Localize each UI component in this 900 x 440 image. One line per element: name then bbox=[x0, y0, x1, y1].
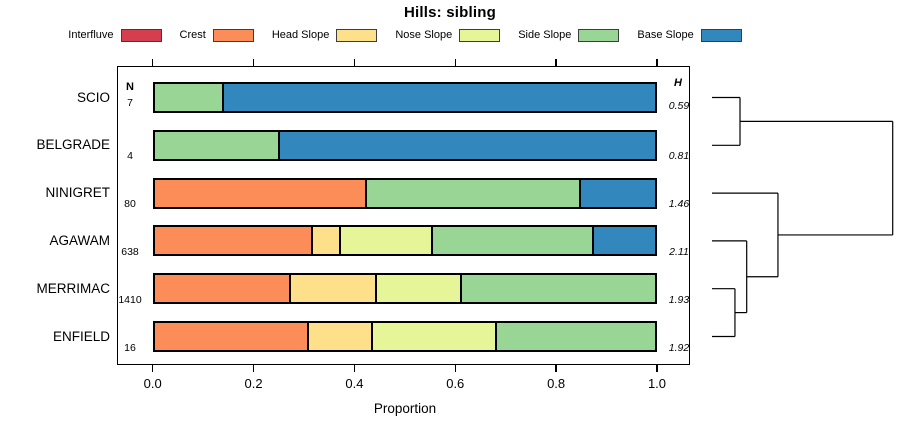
h-value: 1.93 bbox=[668, 293, 690, 306]
row-label-agawam: AGAWAM bbox=[49, 232, 111, 248]
x-axis-tick-label: 0.8 bbox=[547, 376, 566, 391]
bar-segment-head-slope bbox=[310, 225, 342, 257]
h-value: 0.81 bbox=[668, 150, 690, 163]
x-axis-tick-top bbox=[454, 59, 457, 66]
bar-segment-side-slope bbox=[495, 321, 657, 352]
legend-item: Head Slope bbox=[271, 28, 378, 42]
x-axis-tick-top bbox=[555, 59, 557, 66]
n-value: 638 bbox=[121, 245, 139, 258]
legend-item: Base Slope bbox=[637, 28, 742, 42]
bar-segment-crest bbox=[152, 177, 367, 209]
row-label-enfield: ENFIELD bbox=[52, 328, 110, 344]
legend-item: Nose Slope bbox=[395, 28, 501, 42]
row-label-ninigret: NINIGRET bbox=[45, 185, 110, 201]
n-value: 1410 bbox=[118, 293, 142, 306]
bar-segment-crest bbox=[152, 321, 310, 352]
legend-label: Side Slope bbox=[518, 29, 572, 41]
row-label-scio: SCIO bbox=[76, 89, 110, 105]
bar-segment-crest bbox=[152, 273, 291, 305]
legend-label: Head Slope bbox=[271, 29, 330, 41]
n-value: 7 bbox=[127, 96, 133, 109]
bar-segment-base-slope bbox=[578, 177, 657, 209]
row-label-belgrade: BELGRADE bbox=[36, 137, 110, 153]
plot-area-border bbox=[117, 66, 690, 365]
x-axis-title: Proportion bbox=[373, 401, 437, 416]
x-axis-tick-label: 0.2 bbox=[244, 376, 263, 391]
bar-segment-nose-slope bbox=[370, 321, 498, 352]
bar-segment-side-slope bbox=[459, 273, 657, 305]
legend-label: Interfluve bbox=[68, 29, 114, 41]
legend: Interfluve Crest Head Slope Nose Slope Side … bbox=[0, 26, 810, 44]
x-axis-tick-bottom bbox=[454, 365, 457, 372]
h-value: 1.46 bbox=[668, 198, 690, 211]
legend-swatch-interfluve bbox=[120, 28, 162, 42]
legend-item: Side Slope bbox=[518, 28, 620, 42]
bar-segment-base-slope bbox=[592, 225, 657, 257]
x-axis-tick-bottom bbox=[656, 365, 658, 372]
x-axis-tick-top bbox=[656, 59, 658, 66]
legend-label: Base Slope bbox=[637, 29, 694, 41]
h-column-header: H bbox=[674, 77, 682, 89]
legend-item: Interfluve bbox=[68, 28, 162, 42]
bar-segment-head-slope bbox=[288, 273, 377, 305]
legend-item: Crest bbox=[179, 28, 254, 42]
x-axis-tick-label: 0.6 bbox=[446, 376, 465, 391]
bar-segment-head-slope bbox=[307, 321, 373, 352]
x-axis-tick-top bbox=[252, 59, 255, 66]
x-axis-tick-bottom bbox=[555, 365, 557, 372]
row-label-merrimac: MERRIMAC bbox=[36, 280, 111, 296]
legend-swatch-side-slope bbox=[578, 28, 620, 42]
h-value: 0.59 bbox=[668, 99, 690, 112]
x-axis-tick-bottom bbox=[151, 365, 154, 372]
bar-segment-side-slope bbox=[152, 82, 225, 113]
bar-segment-base-slope bbox=[222, 82, 657, 113]
x-axis-tick-top bbox=[353, 59, 356, 66]
bar-segment-side-slope bbox=[152, 129, 280, 161]
n-column-header: N bbox=[126, 81, 134, 93]
n-value: 16 bbox=[124, 341, 136, 354]
x-axis-tick-bottom bbox=[353, 365, 356, 372]
h-value: 1.92 bbox=[668, 341, 690, 354]
bar-segment-crest bbox=[152, 225, 313, 257]
bar-segment-nose-slope bbox=[339, 225, 434, 257]
legend-swatch-crest bbox=[212, 28, 254, 42]
bar-segment-side-slope bbox=[431, 225, 595, 257]
h-value: 2.11 bbox=[669, 245, 689, 258]
legend-label: Nose Slope bbox=[395, 29, 453, 41]
n-value: 80 bbox=[124, 198, 136, 211]
chart-title: Hills: sibling bbox=[404, 4, 496, 21]
legend-swatch-head-slope bbox=[336, 28, 378, 42]
bar-segment-side-slope bbox=[364, 177, 581, 209]
legend-swatch-nose-slope bbox=[459, 28, 501, 42]
legend-swatch-base-slope bbox=[700, 28, 742, 42]
legend-label: Crest bbox=[179, 29, 206, 41]
dendrogram bbox=[712, 96, 894, 338]
bar-segment-base-slope bbox=[277, 129, 657, 161]
x-axis-tick-label: 1.0 bbox=[647, 376, 667, 391]
bar-segment-nose-slope bbox=[374, 273, 462, 305]
x-axis-tick-top bbox=[151, 59, 154, 66]
x-axis-tick-label: 0.0 bbox=[143, 376, 162, 391]
n-value: 4 bbox=[127, 150, 133, 163]
x-axis-tick-label: 0.4 bbox=[345, 376, 364, 391]
x-axis-tick-bottom bbox=[252, 365, 255, 372]
